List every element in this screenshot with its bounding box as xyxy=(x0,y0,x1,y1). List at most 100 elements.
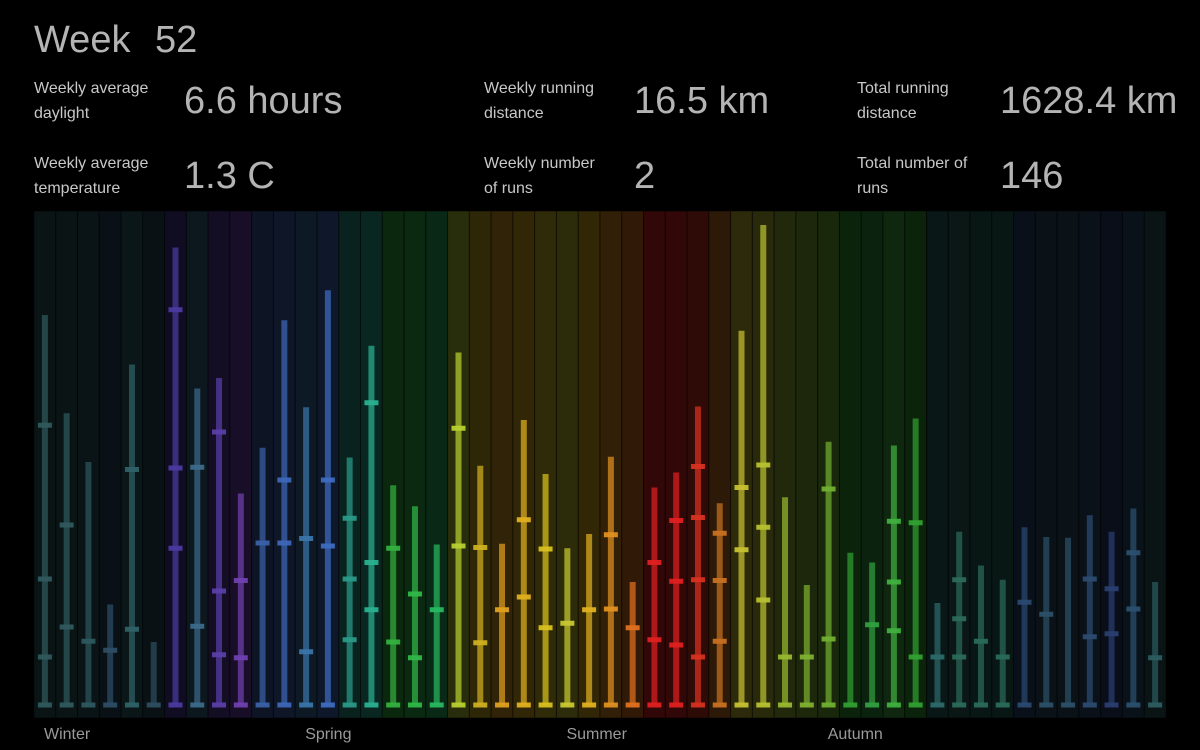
run-segment xyxy=(977,565,984,642)
run-tick xyxy=(255,540,270,546)
run-tick xyxy=(690,464,705,469)
run-segment xyxy=(956,531,963,580)
season-label: Summer xyxy=(566,726,627,743)
run-segment xyxy=(281,320,288,480)
run-segment xyxy=(890,445,897,522)
run-tick xyxy=(473,545,488,550)
run-tick xyxy=(407,591,422,597)
run-tick xyxy=(59,624,74,630)
run-tick xyxy=(843,702,858,708)
run-tick xyxy=(582,607,597,613)
run-segment xyxy=(738,549,745,705)
season-label: Winter xyxy=(44,726,91,743)
stat-value: 16.5 km xyxy=(634,80,770,122)
run-tick xyxy=(342,576,357,582)
run-segment xyxy=(41,425,48,579)
run-segment xyxy=(738,330,745,488)
run-segment xyxy=(237,657,244,705)
run-tick xyxy=(212,702,227,708)
run-tick xyxy=(168,702,183,708)
run-segment xyxy=(455,546,462,705)
run-segment xyxy=(390,548,397,642)
run-tick xyxy=(37,654,52,660)
run-segment xyxy=(346,457,353,519)
run-segment xyxy=(1152,657,1159,705)
run-tick xyxy=(538,702,553,708)
run-segment xyxy=(150,642,157,705)
run-tick xyxy=(560,620,575,626)
run-tick xyxy=(538,546,553,552)
run-segment xyxy=(216,378,223,432)
run-tick xyxy=(190,464,205,470)
run-segment xyxy=(956,579,963,619)
run-segment xyxy=(912,657,919,705)
run-segment xyxy=(411,506,418,594)
run-segment xyxy=(324,290,331,480)
run-segment xyxy=(999,657,1006,705)
run-tick xyxy=(386,702,401,708)
run-tick xyxy=(995,654,1010,660)
run-tick xyxy=(364,400,379,406)
run-segment xyxy=(346,639,353,705)
run-segment xyxy=(411,657,418,705)
run-segment xyxy=(172,468,179,549)
stat-value: 2 xyxy=(634,155,656,197)
run-segment xyxy=(477,547,484,643)
week-number: 52 xyxy=(155,19,198,61)
run-tick xyxy=(821,702,836,708)
run-tick xyxy=(952,577,967,583)
run-tick xyxy=(712,530,727,536)
run-tick xyxy=(1039,702,1054,708)
run-tick xyxy=(973,702,988,708)
run-segment xyxy=(259,543,266,705)
run-tick xyxy=(821,636,836,642)
run-tick xyxy=(1148,655,1163,661)
run-tick xyxy=(1104,631,1119,637)
stat-value: 1.3 C xyxy=(184,155,275,197)
run-tick xyxy=(995,702,1010,708)
run-tick xyxy=(168,465,183,471)
run-segment xyxy=(411,594,418,658)
run-segment xyxy=(1108,633,1115,705)
stat-label: Weekly average temperature xyxy=(34,155,149,197)
run-tick xyxy=(1082,634,1097,640)
run-segment xyxy=(956,618,963,657)
run-tick xyxy=(212,652,227,658)
run-tick xyxy=(669,518,684,523)
run-tick xyxy=(386,545,401,551)
run-segment xyxy=(194,388,201,468)
run-segment xyxy=(368,609,375,705)
run-segment xyxy=(368,345,375,403)
run-segment xyxy=(607,534,614,609)
run-tick xyxy=(233,578,248,583)
run-segment xyxy=(303,538,310,652)
run-segment xyxy=(629,582,636,628)
run-tick xyxy=(59,522,74,528)
run-segment xyxy=(694,657,701,705)
run-segment xyxy=(716,580,723,642)
stat-label: Weekly number of runs xyxy=(484,155,595,197)
run-tick xyxy=(124,626,139,632)
run-segment xyxy=(477,642,484,705)
run-segment xyxy=(890,630,897,705)
run-segment xyxy=(63,627,70,705)
stat-value: 1628.4 km xyxy=(1000,80,1178,122)
run-segment xyxy=(607,609,614,705)
run-segment xyxy=(324,546,331,705)
run-segment xyxy=(673,581,680,645)
run-segment xyxy=(63,525,70,627)
run-tick xyxy=(865,622,880,628)
run-tick xyxy=(538,625,553,631)
run-segment xyxy=(172,548,179,705)
run-segment xyxy=(368,562,375,610)
run-tick xyxy=(37,702,52,708)
run-segment xyxy=(237,493,244,581)
run-segment xyxy=(1130,609,1137,705)
run-tick xyxy=(930,702,945,708)
run-segment xyxy=(499,609,506,705)
run-segment xyxy=(128,364,135,470)
run-segment xyxy=(782,657,789,705)
run-segment xyxy=(1021,602,1028,705)
run-segment xyxy=(1043,537,1050,615)
run-segment xyxy=(455,352,462,429)
